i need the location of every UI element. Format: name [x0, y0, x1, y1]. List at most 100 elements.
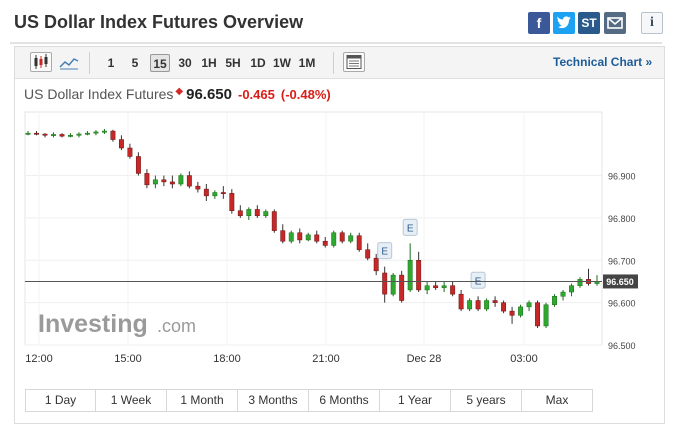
interval-5H[interactable]: 5H	[225, 56, 241, 70]
time-range-bar: 1 Day 1 Week 1 Month 3 Months 6 Months 1 Year…	[25, 389, 593, 412]
candle-body	[399, 274, 405, 301]
candle-body	[467, 300, 473, 310]
candle-body	[34, 132, 39, 135]
candle-body	[288, 232, 294, 242]
candle-body	[254, 209, 260, 217]
event-marker[interactable]	[470, 271, 486, 289]
candle-body	[59, 134, 65, 137]
candle-body	[42, 133, 48, 136]
event-marker-label: E	[407, 223, 414, 234]
interval-30[interactable]: 30	[178, 56, 192, 70]
info-icon[interactable]: i	[641, 12, 663, 34]
candle-body	[560, 291, 566, 297]
event-marker[interactable]	[377, 242, 393, 260]
current-price-label: 96.650	[606, 277, 634, 287]
candle-body	[501, 302, 507, 312]
event-marker[interactable]	[402, 218, 418, 236]
candle-body	[433, 285, 439, 289]
candle-body	[118, 139, 124, 149]
watermark-logo: Investing	[38, 310, 148, 338]
candle-body	[68, 135, 73, 137]
candle-body	[135, 156, 141, 174]
interval-15[interactable]: 15	[150, 54, 170, 72]
interval-1W[interactable]: 1W	[273, 56, 291, 70]
candle-body	[441, 285, 447, 289]
interval-1[interactable]: 1	[107, 56, 115, 70]
candle-body	[84, 132, 90, 135]
range-6-months[interactable]: 6 Months	[309, 390, 380, 411]
interval-1M[interactable]: 1M	[298, 56, 316, 70]
delayed-star-icon: ◆	[175, 86, 184, 97]
candle-body	[110, 130, 116, 140]
twitter-bird-shape	[557, 16, 571, 29]
x-tick-label: 15:00	[114, 353, 142, 365]
candle-body	[93, 131, 99, 134]
mail-icon[interactable]	[604, 12, 626, 34]
range-1-month[interactable]: 1 Month	[167, 390, 238, 411]
candle-body	[305, 234, 311, 241]
candle-body	[373, 257, 379, 272]
y-tick-label: 96.700	[608, 256, 636, 266]
candle-body	[127, 147, 133, 157]
candle-body	[101, 130, 107, 133]
candle-body	[569, 285, 574, 293]
x-tick-label: 03:00	[510, 353, 538, 365]
candle-body	[526, 302, 532, 308]
line-chart-icon[interactable]	[58, 54, 80, 72]
instrument-name[interactable]: US Dollar Index Futures	[24, 86, 174, 102]
technical-chart-link[interactable]: Technical Chart »	[553, 55, 653, 69]
candle-body	[543, 304, 549, 327]
envelope-shape	[607, 17, 623, 29]
candle-body	[178, 175, 184, 185]
x-tick-label: Dec 28	[407, 353, 442, 365]
page-title: US Dollar Index Futures Overview	[14, 12, 304, 32]
candle-body	[535, 302, 541, 327]
watermark-suffix: .com	[157, 316, 196, 336]
range-1-week[interactable]: 1 Week	[96, 390, 167, 411]
range-max[interactable]: Max	[545, 393, 569, 407]
range-3-months[interactable]: 3 Months	[238, 390, 309, 411]
candle-body	[195, 185, 201, 190]
candle-body	[186, 175, 192, 187]
candle-body	[492, 300, 498, 303]
range-1-year[interactable]: 1 Year	[380, 390, 451, 411]
candle-body	[271, 211, 277, 231]
y-tick-label: 96.600	[608, 299, 636, 309]
range-1-day[interactable]: 1 Day	[26, 390, 96, 411]
candle-body	[475, 300, 481, 310]
title-divider	[10, 42, 662, 44]
candle-body	[348, 235, 354, 242]
candle-body	[390, 274, 396, 295]
range-5-years[interactable]: 5 years	[451, 390, 522, 411]
x-tick-label: 18:00	[213, 353, 241, 365]
candle-body	[322, 240, 328, 246]
y-tick-label: 96.500	[608, 341, 636, 351]
interval-5[interactable]: 5	[131, 56, 139, 70]
toolbar-separator	[333, 52, 334, 74]
twitter-icon[interactable]	[553, 12, 575, 34]
current-price-tag	[603, 274, 638, 289]
calendar-icon[interactable]	[343, 52, 365, 72]
y-tick-label: 96.800	[608, 214, 636, 224]
candle-body	[356, 235, 362, 250]
candle-body	[203, 188, 209, 197]
candle-body	[484, 300, 490, 310]
stocktwits-icon[interactable]: ST	[578, 12, 600, 34]
candle-body	[297, 232, 303, 241]
candle-body	[407, 260, 413, 291]
candle-body	[339, 232, 345, 242]
last-price: 96.650	[186, 86, 232, 103]
candle-body	[382, 272, 388, 295]
interval-1D[interactable]: 1D	[250, 56, 266, 70]
calendar-glyph	[346, 55, 362, 69]
candle-body	[220, 192, 226, 194]
candlestick-icon[interactable]	[30, 52, 52, 72]
candle-body	[552, 296, 557, 306]
event-marker-label: E	[381, 247, 388, 258]
interval-1H[interactable]: 1H	[201, 56, 217, 70]
candle-body	[25, 132, 31, 135]
facebook-icon[interactable]: f	[528, 12, 550, 34]
candle-body	[76, 133, 82, 136]
candle-body	[229, 193, 235, 211]
